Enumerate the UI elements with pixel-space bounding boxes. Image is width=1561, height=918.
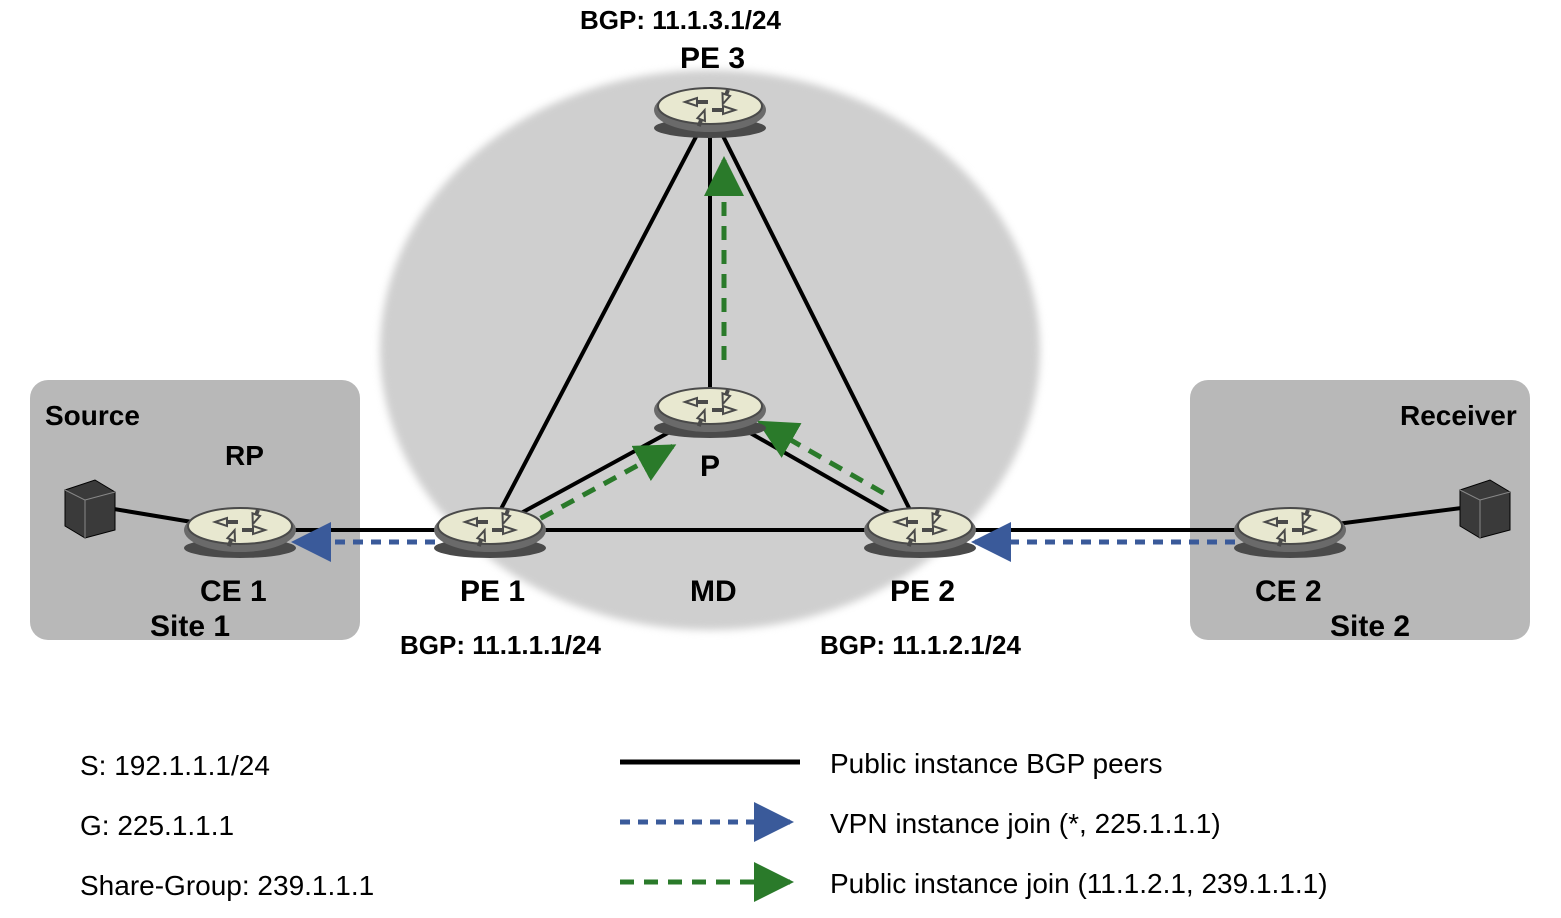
legend-r1: VPN instance join (*, 225.1.1.1) xyxy=(830,808,1221,840)
legend-g: G: 225.1.1.1 xyxy=(80,810,234,842)
label-pe3-bgp: BGP: 11.1.3.1/24 xyxy=(580,5,781,36)
legend-r0: Public instance BGP peers xyxy=(830,748,1163,780)
router-p xyxy=(650,380,770,440)
label-p: P xyxy=(700,450,720,484)
label-pe2: PE 2 xyxy=(890,575,955,609)
label-pe1: PE 1 xyxy=(460,575,525,609)
label-pe1-bgp: BGP: 11.1.1.1/24 xyxy=(400,630,601,661)
router-pe1 xyxy=(430,500,550,560)
label-receiver: Receiver xyxy=(1400,400,1517,432)
label-site2: Site 2 xyxy=(1330,610,1410,644)
label-ce2: CE 2 xyxy=(1255,575,1322,609)
host-source xyxy=(55,470,125,540)
legend-sg: Share-Group: 239.1.1.1 xyxy=(80,870,374,902)
label-pe3: PE 3 xyxy=(680,42,745,76)
legend-s: S: 192.1.1.1/24 xyxy=(80,750,270,782)
router-ce2 xyxy=(1230,500,1350,560)
label-ce1: CE 1 xyxy=(200,575,267,609)
label-rp: RP xyxy=(225,440,264,472)
label-site1: Site 1 xyxy=(150,610,230,644)
label-pe2-bgp: BGP: 11.1.2.1/24 xyxy=(820,630,1021,661)
label-md: MD xyxy=(690,575,737,609)
router-pe2 xyxy=(860,500,980,560)
label-source: Source xyxy=(45,400,140,432)
host-receiver xyxy=(1450,470,1520,540)
legend-r2: Public instance join (11.1.2.1, 239.1.1.… xyxy=(830,868,1328,900)
router-pe3 xyxy=(650,80,770,140)
router-ce1 xyxy=(180,500,300,560)
